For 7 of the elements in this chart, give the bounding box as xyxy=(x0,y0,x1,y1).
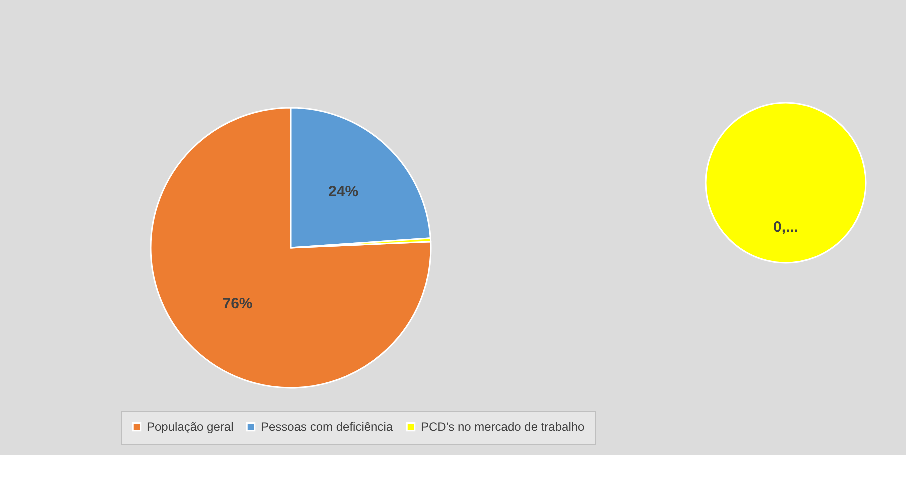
pie-slice xyxy=(150,107,432,389)
legend-label: Pessoas com deficiência xyxy=(261,420,394,434)
data-label: 76% xyxy=(222,296,253,313)
data-label: 24% xyxy=(328,184,359,201)
legend-label: PCD's no mercado de trabalho xyxy=(421,420,586,434)
legend-label: População geral xyxy=(147,420,234,434)
data-label: 0,... xyxy=(773,219,799,236)
